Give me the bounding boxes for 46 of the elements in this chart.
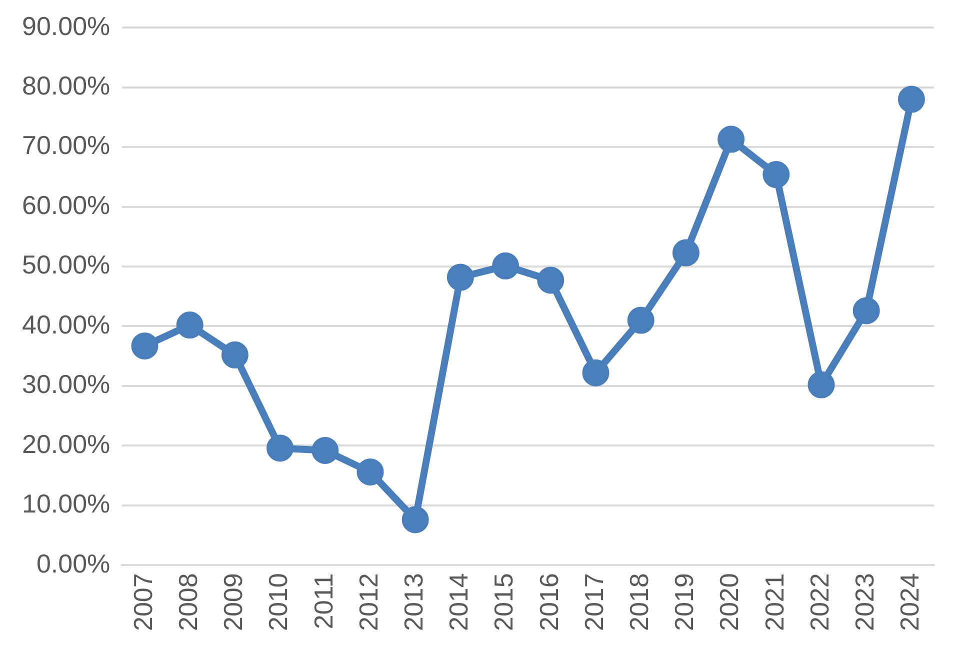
x-tick-label: 2020 bbox=[714, 573, 744, 632]
y-tick-label: 30.00% bbox=[22, 369, 110, 400]
y-tick-label: 80.00% bbox=[22, 70, 110, 100]
point bbox=[808, 371, 835, 398]
point bbox=[446, 264, 474, 291]
x-tick-label: 2022 bbox=[804, 573, 834, 632]
point bbox=[131, 332, 158, 360]
y-tick-label: 60.00% bbox=[22, 190, 110, 220]
x-tick-label: 2008 bbox=[173, 573, 204, 632]
x-tick-label: 2024 bbox=[894, 573, 925, 632]
point bbox=[898, 86, 925, 113]
point bbox=[176, 312, 204, 339]
point bbox=[718, 126, 745, 153]
x-tick-label: 2017 bbox=[578, 573, 609, 632]
x-tick-label: 2023 bbox=[850, 573, 880, 632]
point bbox=[312, 436, 339, 464]
y-tick-label: 10.00% bbox=[22, 488, 110, 519]
x-tick-label: 2009 bbox=[218, 573, 248, 632]
x-tick-label: 2007 bbox=[128, 573, 158, 632]
point bbox=[402, 506, 429, 534]
point bbox=[221, 341, 248, 368]
y-tick-label: 40.00% bbox=[22, 309, 110, 340]
point bbox=[852, 297, 880, 324]
x-tick-label: 2021 bbox=[759, 573, 790, 632]
y-tick-label: 0.00% bbox=[36, 548, 110, 578]
point bbox=[627, 306, 654, 334]
point bbox=[762, 161, 790, 188]
y-tick-label: 50.00% bbox=[22, 250, 110, 280]
x-tick-label: 2011 bbox=[308, 573, 338, 630]
x-tick-label: 2019 bbox=[669, 573, 700, 632]
y-tick-label: 90.00% bbox=[22, 10, 110, 41]
point bbox=[266, 434, 294, 462]
x-tick-label: 2016 bbox=[534, 573, 564, 632]
point bbox=[492, 252, 520, 280]
point bbox=[582, 359, 610, 386]
x-tick-label: 2014 bbox=[444, 573, 474, 632]
point bbox=[537, 266, 564, 294]
point bbox=[356, 458, 384, 486]
x-tick-label: 2013 bbox=[398, 573, 429, 632]
x-tick-label: 2018 bbox=[624, 573, 654, 632]
x-tick-label: 2015 bbox=[488, 573, 519, 632]
y-tick-label: 70.00% bbox=[22, 130, 110, 160]
point bbox=[672, 239, 700, 266]
y-tick-label: 20.00% bbox=[22, 428, 110, 459]
x-tick-label: 2010 bbox=[263, 573, 294, 632]
x-tick-label: 2012 bbox=[353, 573, 384, 632]
